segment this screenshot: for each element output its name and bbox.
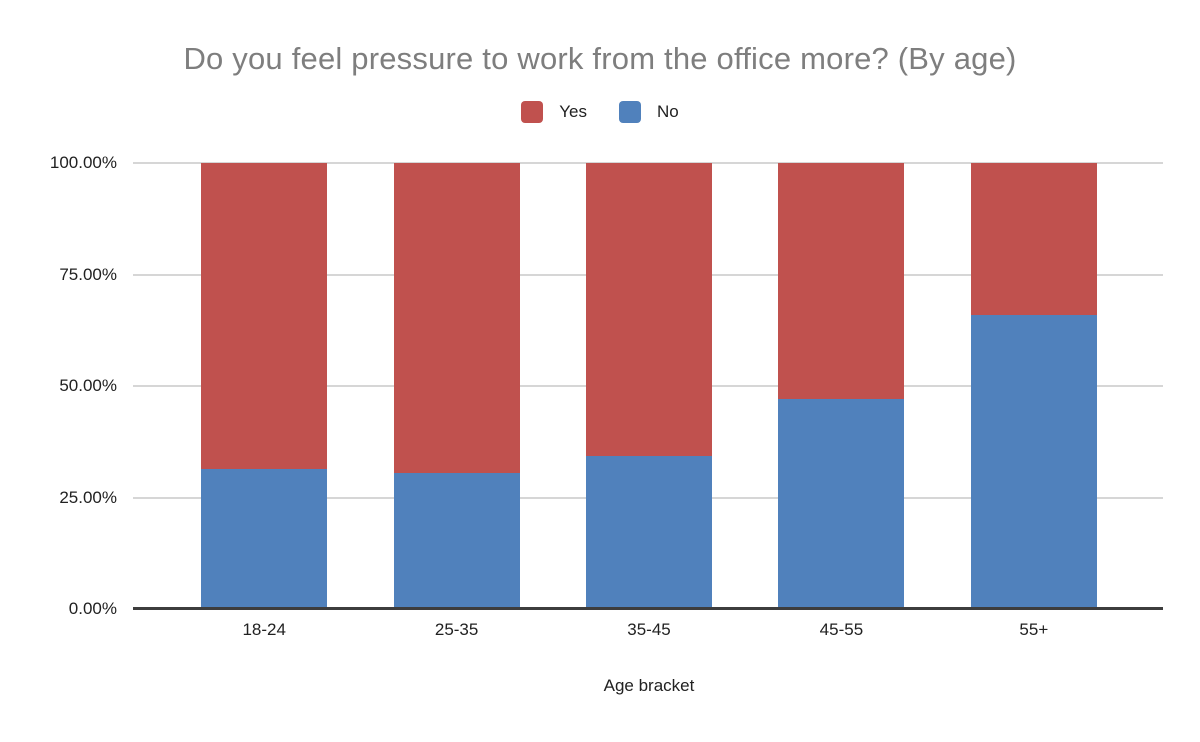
chart-legend: Yes No: [0, 98, 1200, 126]
bar-slot-25-35: [360, 163, 552, 609]
bar-segment-yes-35-45: [586, 163, 713, 457]
plot-area: [133, 162, 1163, 610]
x-axis-tick-label: 18-24: [242, 620, 286, 639]
bar-segment-yes-25-35: [393, 163, 520, 473]
bar-segment-no-18-24: [201, 468, 328, 609]
legend-label-yes: Yes: [559, 102, 587, 121]
stacked-bar-45-55: [778, 163, 905, 609]
bar-segment-no-35-45: [586, 456, 713, 609]
bar-segment-no-25-35: [393, 472, 520, 609]
x-axis-tick-label: 45-55: [819, 620, 864, 639]
bar-segment-no-55+: [970, 315, 1097, 609]
legend-item-no: No: [619, 101, 679, 123]
stacked-bar-25-35: [393, 163, 520, 609]
legend-swatch-no-icon: [619, 101, 641, 123]
y-axis-tick-label: 0.00%: [68, 599, 117, 618]
y-axis-tick-label: 75.00%: [59, 264, 117, 284]
legend-swatch-yes-icon: [521, 101, 544, 123]
bar-segment-yes-45-55: [778, 163, 905, 399]
x-axis-tick-labels: 18-24 25-35 35-45 45-55 55+: [135, 620, 1163, 640]
bar-slot-55+: [938, 163, 1130, 609]
legend-label-no: No: [657, 102, 679, 121]
x-axis-tick-label: 55+: [1019, 620, 1049, 639]
x-axis-title: Age bracket: [603, 676, 695, 695]
bar-slot-45-55: [745, 163, 937, 609]
bar-slot-18-24: [168, 163, 360, 609]
chart-title: Do you feel pressure to work from the of…: [183, 41, 1017, 76]
legend-item-yes: Yes: [521, 101, 587, 123]
x-axis-line: [133, 607, 1163, 610]
bars-row: [135, 163, 1163, 609]
stacked-bar-55+: [970, 163, 1097, 609]
x-axis-tick-label: 35-45: [627, 620, 671, 639]
y-axis-tick-label: 50.00%: [59, 376, 117, 395]
stacked-bar-35-45: [586, 163, 713, 609]
bar-slot-35-45: [553, 163, 745, 609]
y-axis-tick-label: 25.00%: [59, 487, 117, 507]
x-axis-tick-label: 25-35: [434, 620, 479, 639]
bar-segment-yes-55+: [970, 163, 1097, 316]
bar-segment-yes-18-24: [201, 163, 328, 469]
y-axis-tick-label: 100.00%: [49, 153, 117, 172]
stacked-bar-18-24: [201, 163, 328, 609]
bar-segment-no-45-55: [778, 398, 905, 609]
